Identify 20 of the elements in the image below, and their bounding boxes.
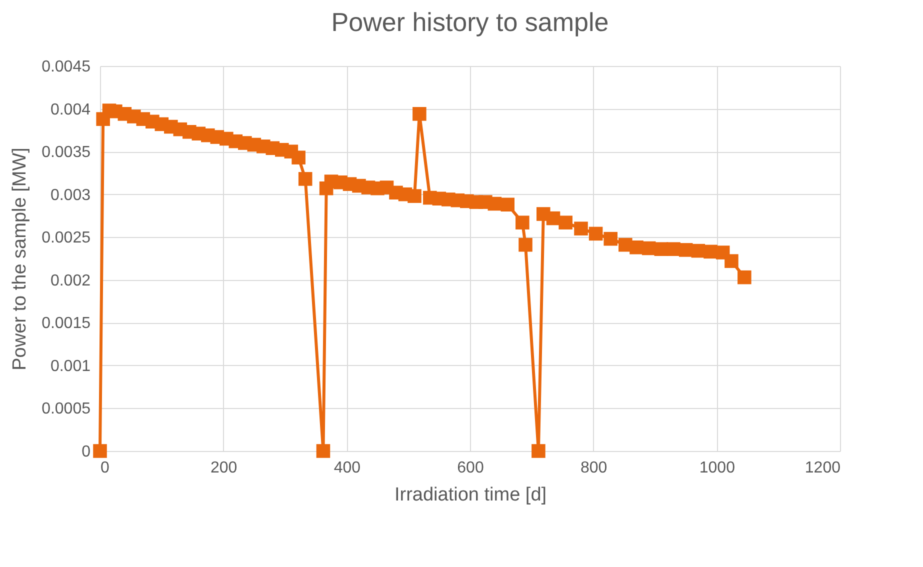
x-tick-label: 0 [100,460,110,476]
x-tick-label: 1200 [804,460,841,476]
x-tick-label: 800 [580,460,608,476]
y-tick-label: 0.0035 [42,144,91,162]
y-tick-label: 0.0045 [42,58,91,76]
x-tick-label: 400 [334,460,361,476]
y-tick-label: 0.0015 [42,315,91,332]
y-tick-label: 0.003 [50,186,91,204]
y-tick-label: 0 [82,444,91,460]
chart-title: Power history to sample [331,7,609,37]
y-tick-label: 0.0005 [42,400,91,418]
x-axis-title: Irradiation time [d] [394,484,547,506]
y-tick-label: 0.002 [50,272,91,290]
x-tick-label: 200 [210,460,238,476]
y-tick-label: 0.004 [50,101,91,118]
y-tick-label: 0.001 [50,358,91,375]
x-tick-label: 1000 [699,460,736,476]
y-tick-label: 0.0025 [42,230,91,247]
y-axis-title: Power to the sample [MW] [10,148,31,370]
x-tick-label: 600 [457,460,484,476]
